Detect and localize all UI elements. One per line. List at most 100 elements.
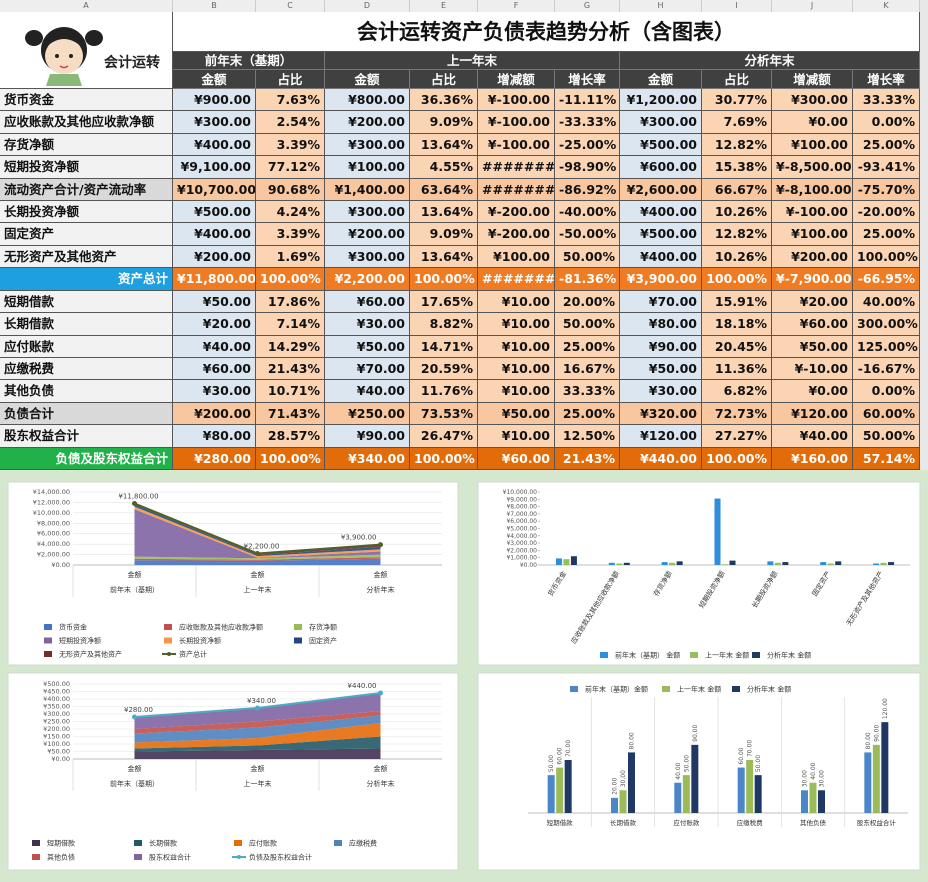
bar <box>809 782 817 813</box>
y-tick-label: ¥4,000.00 <box>37 540 70 548</box>
value-cell: ¥30.00 <box>325 313 410 336</box>
row-label: 短期投资净额 <box>0 156 173 179</box>
x-tick-label: 金额 <box>251 764 265 773</box>
bar <box>608 562 615 565</box>
row-label: 负债及股东权益合计 <box>0 447 173 470</box>
y-tick-label: ¥2,000.00 <box>506 547 537 554</box>
value-cell: ¥500.00 <box>620 223 702 246</box>
x-tick-label: 股东权益合计 <box>857 818 897 827</box>
bar <box>556 767 564 813</box>
data-label: 40.00 <box>675 762 682 779</box>
logo-girl <box>25 27 103 86</box>
value-cell: -50.00% <box>555 223 620 246</box>
value-cell: 14.29% <box>256 335 325 358</box>
y-tick-label: ¥150.00 <box>43 733 70 741</box>
sub-header: 金额 <box>325 70 410 89</box>
bar <box>676 561 683 565</box>
value-cell: ¥900.00 <box>173 89 256 112</box>
legend-swatch <box>294 624 302 630</box>
value-cell: 11.36% <box>702 357 772 381</box>
value-cell: -40.00% <box>555 201 620 224</box>
chart-background <box>7 672 459 871</box>
data-label: ¥3,900.00 <box>341 534 377 542</box>
bar <box>818 790 825 813</box>
value-cell: 17.65% <box>410 290 478 314</box>
value-cell: ¥2,600.00 <box>620 178 702 202</box>
area-band <box>134 506 381 558</box>
bar <box>873 563 880 565</box>
value-cell: 33.33% <box>555 380 620 403</box>
x-tick-label: 长期借款 <box>610 818 637 827</box>
value-cell: ¥10.00 <box>478 425 555 448</box>
x-group-label: 上一年末 <box>244 779 272 788</box>
value-cell: ¥10.00 <box>478 313 555 336</box>
y-tick-label: ¥14,000.00 <box>33 488 70 496</box>
value-cell: 13.64% <box>410 201 478 224</box>
row-label: 负债合计 <box>0 402 173 426</box>
value-cell: 100.00% <box>256 447 325 470</box>
value-cell: ¥200.00 <box>173 402 256 426</box>
legend-swatch <box>234 840 242 846</box>
value-cell: 10.26% <box>702 201 772 224</box>
column-letter: J <box>772 0 853 12</box>
value-cell: ¥60.00 <box>325 290 410 314</box>
data-label: 60.00 <box>738 747 745 764</box>
value-cell: ######## <box>478 156 555 179</box>
bar <box>661 562 668 565</box>
legend-label: 上一年末 金额 <box>677 685 721 694</box>
line-marker <box>255 551 260 557</box>
bar <box>767 561 774 565</box>
value-cell: ¥-10.00 <box>772 357 853 381</box>
y-tick-label: ¥50.00 <box>47 748 70 756</box>
value-cell: ¥10.00 <box>478 357 555 381</box>
value-cell: ¥60.00 <box>478 447 555 470</box>
value-cell: 12.82% <box>702 133 772 157</box>
value-cell: 100.00% <box>702 268 772 291</box>
x-group-label: 分析年末 <box>367 585 395 594</box>
value-cell: 12.50% <box>555 425 620 448</box>
data-label: 50.00 <box>683 755 690 772</box>
value-cell: ¥100.00 <box>772 133 853 157</box>
legend-label: 短期借款 <box>47 839 75 848</box>
bar <box>729 560 736 565</box>
legend-swatch <box>134 854 142 860</box>
column-letter: I <box>702 0 772 12</box>
value-cell: 60.00% <box>853 402 920 426</box>
x-tick-label: 金额 <box>374 764 388 773</box>
data-label: ¥11,800.00 <box>118 492 158 500</box>
value-cell: ¥400.00 <box>620 201 702 224</box>
y-tick-label: ¥0.00 <box>51 755 70 763</box>
value-cell: ¥40.00 <box>772 425 853 448</box>
value-cell: ¥300.00 <box>620 111 702 134</box>
value-cell: 20.00% <box>555 290 620 314</box>
line-marker <box>132 714 137 720</box>
legend-swatch <box>600 652 608 658</box>
legend-swatch <box>752 652 760 658</box>
value-cell: ¥70.00 <box>620 290 702 314</box>
row-label: 应缴税费 <box>0 357 173 381</box>
value-cell: ¥120.00 <box>772 402 853 426</box>
bar <box>888 562 895 565</box>
value-cell: ¥400.00 <box>620 245 702 269</box>
row-label: 资产总计 <box>0 268 173 291</box>
sub-header: 占比 <box>410 70 478 89</box>
chart: ¥0.00¥1,000.00¥2,000.00¥3,000.00¥4,000.0… <box>477 481 921 666</box>
logo-cell: 会计运转 <box>0 12 173 89</box>
bar <box>820 562 827 565</box>
bar <box>623 562 630 565</box>
y-tick-label: ¥250.00 <box>43 718 70 726</box>
bar <box>835 561 842 565</box>
value-cell: ¥440.00 <box>620 447 702 470</box>
value-cell: 300.00% <box>853 313 920 336</box>
value-cell: 27.27% <box>702 425 772 448</box>
legend-swatch <box>570 686 578 692</box>
value-cell: 20.59% <box>410 357 478 381</box>
bar <box>880 562 887 565</box>
data-label: 30.00 <box>819 770 826 787</box>
sub-header: 增长率 <box>853 70 920 89</box>
value-cell: ¥340.00 <box>325 447 410 470</box>
y-tick-label: ¥5,000.00 <box>506 526 537 533</box>
value-cell: ¥60.00 <box>772 313 853 336</box>
right-margin <box>920 0 928 470</box>
